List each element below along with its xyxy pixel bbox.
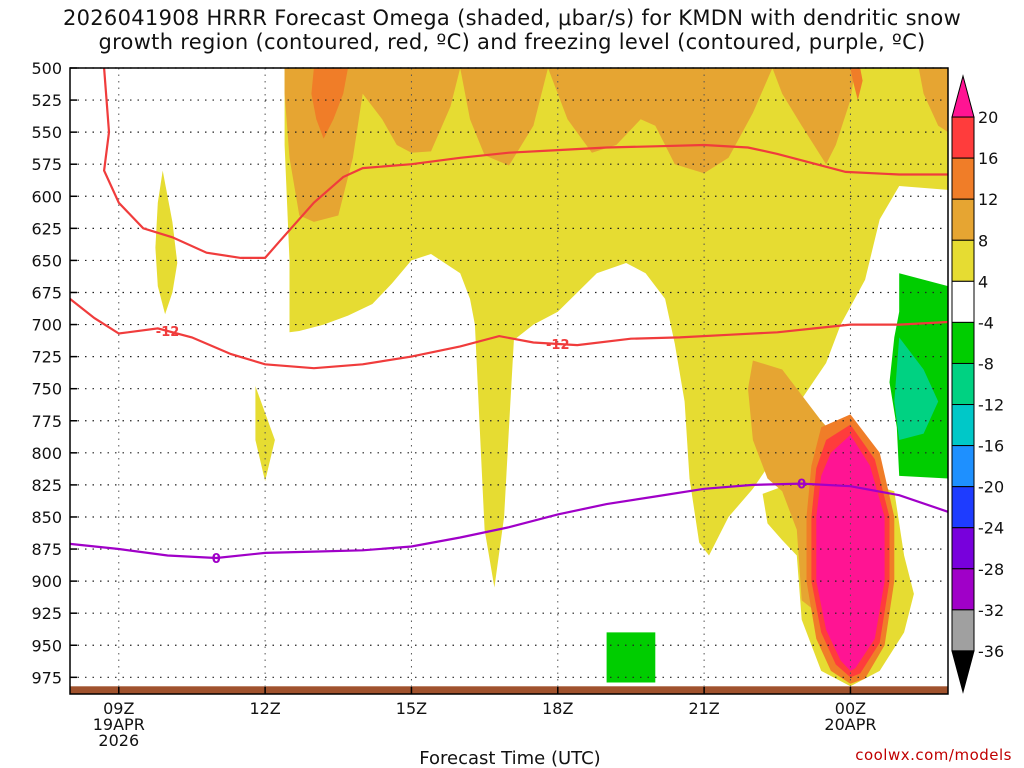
colorbar-bottom-cap <box>951 650 975 694</box>
colorbar-swatch <box>951 321 975 364</box>
y-tick-label: 850 <box>31 508 62 527</box>
colorbar-label: -32 <box>978 601 1004 620</box>
omega-region-2 <box>255 386 275 482</box>
colorbar-swatch <box>951 362 975 406</box>
y-tick-label: 950 <box>31 636 62 655</box>
colorbar-swatch <box>951 198 975 241</box>
y-tick-label: 825 <box>31 476 62 495</box>
y-tick-label: 675 <box>31 283 62 302</box>
contour-label-1-1: -12 <box>546 338 570 353</box>
colorbar-label: 12 <box>978 190 998 209</box>
contour-line-0 <box>102 67 948 259</box>
x-tick-year: 2026 <box>98 731 139 750</box>
colorbar-label: -4 <box>978 313 994 332</box>
colorbar-label: -8 <box>978 354 994 373</box>
contour-label-2-1: 0 <box>797 478 806 493</box>
omega-region-6 <box>311 68 348 139</box>
y-tick-label: 800 <box>31 444 62 463</box>
colorbar-swatch <box>951 527 975 570</box>
colorbar-label: -16 <box>978 437 1004 456</box>
omega-region-7 <box>850 68 863 101</box>
y-tick-label: 500 <box>31 59 62 78</box>
x-tick-label: 00Z <box>835 699 866 718</box>
terrain-band <box>70 686 948 694</box>
omega-region-12 <box>894 337 939 440</box>
y-tick-label: 925 <box>31 604 62 623</box>
colorbar-swatch <box>951 404 975 447</box>
y-tick-label: 975 <box>31 668 62 687</box>
colorbar-swatch <box>951 239 975 282</box>
x-tick-date: 20APR <box>824 715 876 734</box>
x-tick-label: 21Z <box>688 699 719 718</box>
colorbar-label: -24 <box>978 519 1004 538</box>
y-tick-label: 600 <box>31 187 62 206</box>
colorbar-swatch <box>951 445 975 488</box>
omega-shading <box>70 68 949 694</box>
chart-title-line2: growth region (contoured, red, ºC) and f… <box>98 30 926 54</box>
x-tick-date: 19APR <box>93 715 145 734</box>
colorbar-swatch <box>951 280 975 323</box>
y-tick-label: 625 <box>31 219 62 238</box>
y-tick-label: 725 <box>31 348 62 367</box>
colorbar-label: -28 <box>978 560 1004 579</box>
y-tick-label: 875 <box>31 540 62 559</box>
y-tick-label: 550 <box>31 123 62 142</box>
contour-label-1-0: -12 <box>156 325 180 340</box>
contour-line-2 <box>69 482 949 560</box>
y-tick-label: 650 <box>31 251 62 270</box>
y-tick-label: 700 <box>31 316 62 335</box>
y-tick-label: 750 <box>31 380 62 399</box>
x-axis-label: Forecast Time (UTC) <box>419 748 600 768</box>
x-tick-label: 15Z <box>396 699 427 718</box>
chart-title: 2026041908 HRRR Forecast Omega (shaded, … <box>0 6 1024 54</box>
colorbar-label: 20 <box>978 108 998 127</box>
omega-region-13 <box>606 632 656 683</box>
omega-region-10 <box>816 434 885 671</box>
colorbar-swatch <box>951 609 975 652</box>
x-tick-label: 09Z <box>103 699 134 718</box>
colorbar-label: 16 <box>978 149 998 168</box>
y-tick-label: 775 <box>31 412 62 431</box>
y-tick-label: 525 <box>31 91 62 110</box>
omega-region-0 <box>284 68 949 588</box>
y-tick-label: 900 <box>31 572 62 591</box>
x-tick-label: 12Z <box>249 699 280 718</box>
colorbar: 20 16 12 8 4 -4 -8 -12 -16 -20 -24 -28 -32 -36 <box>951 74 1004 694</box>
colorbar-label: -12 <box>978 396 1004 415</box>
y-tick-label: 575 <box>31 155 62 174</box>
plot-frame <box>69 67 949 695</box>
credit-link[interactable]: coolwx.com/models <box>855 746 1012 764</box>
colorbar-label: -36 <box>978 642 1004 661</box>
chart-title-line1: 2026041908 HRRR Forecast Omega (shaded, … <box>62 6 962 30</box>
colorbar-swatch <box>951 116 975 159</box>
contour-label-2-0: 0 <box>212 552 221 567</box>
contour-line-1 <box>69 298 949 370</box>
colorbar-swatch <box>951 568 975 611</box>
colorbar-swatch <box>951 486 975 529</box>
colorbar-label: 4 <box>978 272 988 291</box>
omega-region-4 <box>284 68 949 222</box>
colorbar-top-cap <box>951 74 975 118</box>
temperature-contours: -12 -12 0 0 <box>69 67 949 567</box>
colorbar-swatch <box>951 157 975 200</box>
colorbar-label: 8 <box>978 231 988 250</box>
colorbar-label: -20 <box>978 478 1004 497</box>
x-tick-label: 18Z <box>542 699 573 718</box>
axes: 500 525 550 575 600 625 650 675 700 725 750 775 800 8… <box>31 59 949 750</box>
omega-region-1 <box>155 170 178 315</box>
